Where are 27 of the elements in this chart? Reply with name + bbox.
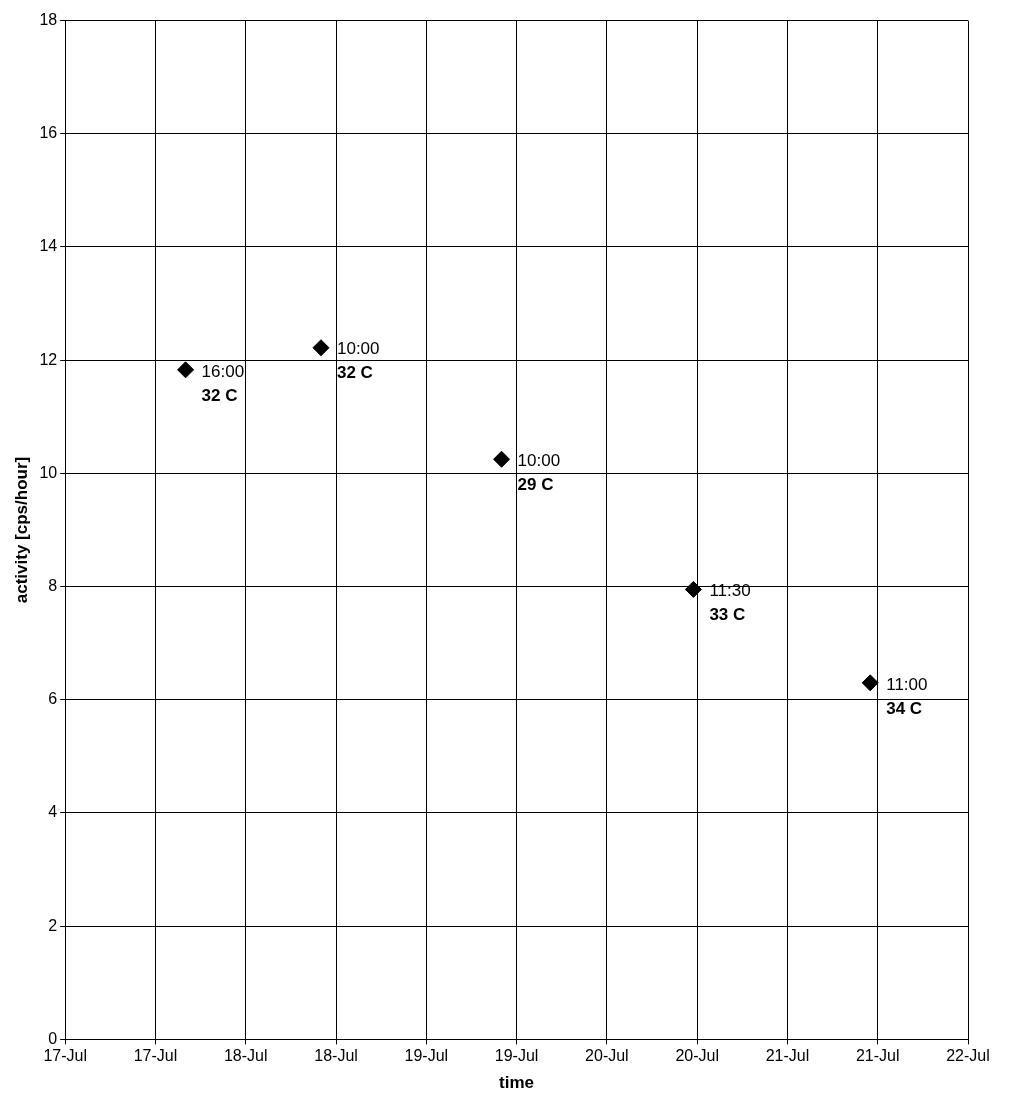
x-tick-label: 19-Jul <box>494 1047 539 1065</box>
y-tick-label: 8 <box>48 577 58 595</box>
x-tick-label: 17-Jul <box>43 1047 87 1065</box>
y-tick-label: 18 <box>39 11 58 29</box>
y-tick-label: 14 <box>39 237 58 255</box>
x-tick-label: 22-Jul <box>946 1047 990 1065</box>
y-tick-label: 12 <box>39 350 58 368</box>
annotation: 16:00 32 C <box>201 361 245 405</box>
annotation: 10:00 32 C <box>336 339 380 383</box>
x-tick-label: 18-Jul <box>314 1047 358 1065</box>
annotation: 10:00 29 C <box>517 450 561 494</box>
y-axis-title: activity [cps/hour] <box>11 456 31 604</box>
y-tick-label: 6 <box>48 690 58 708</box>
x-tick-label: 19-Jul <box>404 1047 449 1065</box>
y-tick-label: 2 <box>48 916 58 934</box>
annotation: 11:00 34 C <box>886 674 928 718</box>
x-tick-label: 20-Jul <box>675 1047 719 1065</box>
x-axis-title: time <box>499 1073 535 1093</box>
x-tick-label: 21-Jul <box>855 1047 900 1065</box>
x-tick-label: 17-Jul <box>133 1047 178 1065</box>
y-tick-label: 4 <box>48 803 58 821</box>
x-tick-label: 21-Jul <box>765 1047 810 1065</box>
y-tick-label: 16 <box>39 124 58 142</box>
x-tick-label: 18-Jul <box>223 1047 268 1065</box>
x-tick-label: 20-Jul <box>585 1047 629 1065</box>
y-tick-label: 10 <box>39 463 58 481</box>
y-tick-label: 0 <box>48 1029 58 1047</box>
